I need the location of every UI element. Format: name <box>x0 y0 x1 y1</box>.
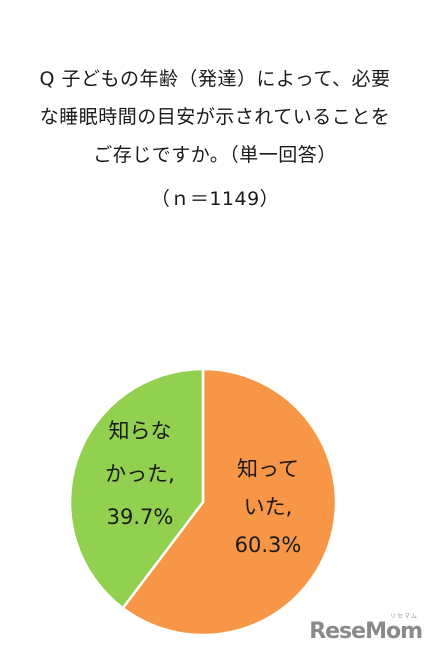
question-line-3: ご存じですか。（単一回答） <box>93 144 337 166</box>
slice-label-1: 知らなかった, 39.7% <box>105 419 175 529</box>
logo-kana: リセマム <box>389 613 418 620</box>
question-line-1: Q 子どもの年齢（発達）によって、必要 <box>39 68 391 90</box>
pie-slice-0 <box>121 367 338 637</box>
question-line-2: な睡眠時間の目安が示されていることを <box>39 106 391 128</box>
slice-label-0: 知っていた, 60.3% <box>235 457 302 557</box>
pie-slice-1 <box>68 367 205 610</box>
resemom-logo: ReseMom <box>309 619 423 644</box>
chart-title: Q 子どもの年齢（発達）によって、必要 な睡眠時間の目安が示されていることを ご… <box>0 60 430 218</box>
sample-size: （ｎ＝1149） <box>150 188 280 210</box>
